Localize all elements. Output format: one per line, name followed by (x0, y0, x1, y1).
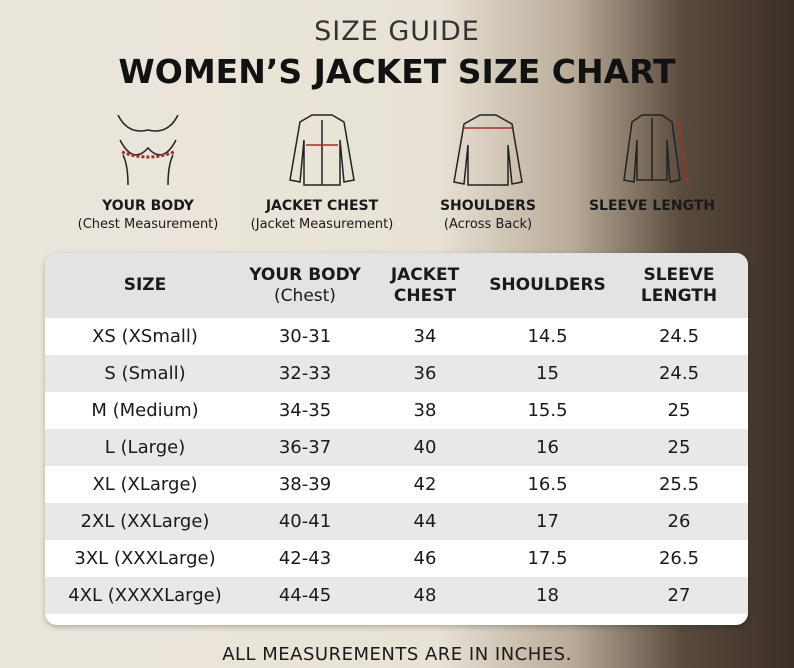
icon-label: YOUR BODY (102, 198, 194, 214)
table-cell: 46 (413, 548, 437, 569)
table-cell: 14.5 (527, 326, 568, 347)
column-header: SLEEVE LENGTH (610, 253, 748, 318)
column-header: SHOULDERS (485, 253, 610, 318)
table-cell: 36 (365, 355, 485, 392)
table-row: L (Large) 36-37 40 16 25 (45, 429, 748, 466)
column-label: YOUR BODY (249, 264, 361, 285)
table-cell: 17 (485, 503, 610, 540)
table-cell: 16.5 (527, 474, 568, 495)
table-cell: 26.5 (658, 548, 700, 569)
table-cell: 34 (413, 326, 437, 347)
icon-sublabel: (Jacket Measurement) (250, 217, 394, 232)
table-cell: 3XL (XXXLarge) (74, 548, 216, 569)
table-cell: 24.5 (610, 355, 748, 392)
footer: ALL MEASUREMENTS ARE IN INCHES. (222, 644, 572, 665)
column-label: SLEEVE LENGTH (640, 264, 718, 306)
table-cell: S (Small) (45, 355, 245, 392)
column-header: YOUR BODY (Chest) (245, 253, 365, 318)
table-row: M (Medium) 34-35 38 15.5 25 (45, 392, 748, 429)
column-header: SIZE (45, 253, 245, 318)
table-cell: 25 (667, 400, 691, 421)
table-cell: 15.5 (527, 400, 568, 421)
table-cell: 42-43 (278, 548, 332, 569)
icon-label: SHOULDERS (439, 198, 537, 214)
jacket-icon (289, 114, 355, 186)
table-cell: 24.5 (658, 326, 700, 347)
column-label: JACKET CHEST (390, 264, 460, 306)
subtitle: SIZE GUIDE (314, 16, 480, 47)
table-cell: 34-35 (278, 400, 332, 421)
column-sublabel: (Chest) (274, 285, 336, 306)
title: WOMEN’S JACKET SIZE CHART (118, 52, 676, 91)
table-cell: 40-41 (245, 503, 365, 540)
shoulders-icon (453, 114, 523, 186)
icon-sublabel: (Chest Measurement) (77, 217, 219, 232)
table-row: XL (XLarge) 38-39 42 16.5 25.5 (45, 466, 748, 503)
table-cell: 38-39 (278, 474, 332, 495)
table-cell: 16 (485, 429, 610, 466)
table: SIZE YOUR BODY (Chest) JACKET CHEST SHOULDER… (45, 253, 748, 614)
table-cell: 15 (485, 355, 610, 392)
table-row: XS (XSmall) 30-31 34 14.5 24.5 (45, 318, 748, 355)
column-label: SIZE (123, 275, 167, 295)
table-cell: 27 (610, 577, 748, 614)
table-cell: 42 (413, 474, 437, 495)
table-cell: 25.5 (658, 474, 700, 495)
table-cell: 26 (610, 503, 748, 540)
size-table: SIZE YOUR BODY (Chest) JACKET CHEST SHOULDER… (45, 253, 748, 625)
table-cell: 2XL (XXLarge) (45, 503, 245, 540)
table-cell: 44 (365, 503, 485, 540)
table-cell: 30-31 (278, 326, 332, 347)
table-cell: 40 (365, 429, 485, 466)
table-cell: 18 (485, 577, 610, 614)
table-cell: 44-45 (245, 577, 365, 614)
table-cell: 48 (365, 577, 485, 614)
icon-label: SLEEVE LENGTH (588, 198, 716, 214)
table-cell: M (Medium) (91, 400, 199, 421)
sleeve-icon (623, 114, 689, 186)
table-cell: L (Large) (45, 429, 245, 466)
table-cell: 4XL (XXXXLarge) (45, 577, 245, 614)
table-row: 3XL (XXXLarge) 42-43 46 17.5 26.5 (45, 540, 748, 577)
body-icon (117, 114, 179, 186)
table-cell: 32-33 (245, 355, 365, 392)
table-cell: 38 (413, 400, 437, 421)
column-label: SHOULDERS (489, 275, 606, 295)
table-cell: 36-37 (245, 429, 365, 466)
table-row: 4XL (XXXXLarge) 44-45 48 18 27 (45, 577, 748, 614)
table-cell: 25 (610, 429, 748, 466)
header-row: SIZE YOUR BODY (Chest) JACKET CHEST SHOULDER… (45, 253, 748, 318)
table-cell: 17.5 (527, 548, 568, 569)
table-cell: XS (XSmall) (92, 326, 198, 347)
column-header: JACKET CHEST (365, 253, 485, 318)
icon-label: JACKET CHEST (265, 198, 379, 214)
table-row: S (Small) 32-33 36 15 24.5 (45, 355, 748, 392)
table-cell: XL (XLarge) (92, 474, 198, 495)
table-row: 2XL (XXLarge) 40-41 44 17 26 (45, 503, 748, 540)
icon-sublabel: (Across Back) (443, 217, 533, 232)
